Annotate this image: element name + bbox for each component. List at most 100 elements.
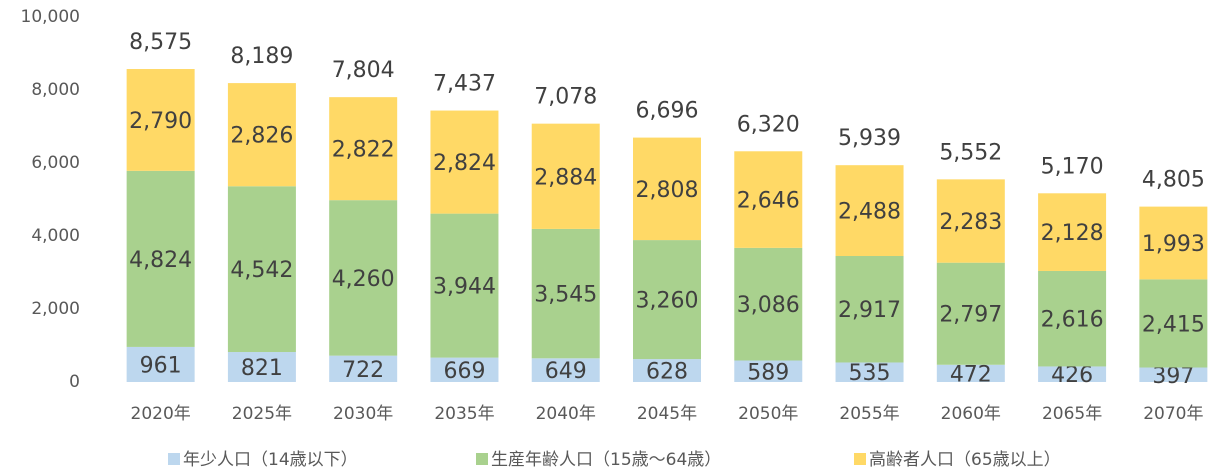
- x-tick-label: 2020年: [131, 404, 191, 424]
- legend-label: 生産年齢人口（15歳～64歳）: [491, 450, 721, 470]
- total-label: 5,939: [838, 126, 901, 151]
- value-label: 4,260: [332, 267, 395, 292]
- value-label: 535: [849, 361, 891, 386]
- value-label: 3,944: [433, 275, 496, 300]
- x-tick-label: 2040年: [536, 404, 596, 424]
- bar-segment: [734, 151, 803, 248]
- total-label: 7,804: [332, 58, 395, 83]
- value-label: 472: [950, 362, 992, 387]
- value-label: 2,917: [838, 298, 901, 323]
- value-label: 2,797: [939, 303, 1002, 328]
- bar-segment: [1038, 270, 1107, 367]
- bar-segment: [430, 357, 499, 382]
- bar-segment: [1038, 366, 1107, 382]
- value-label: 821: [241, 356, 283, 381]
- value-label: 669: [443, 359, 485, 384]
- value-label: 1,993: [1142, 232, 1205, 257]
- bar-segment: [126, 346, 195, 382]
- value-label: 2,415: [1142, 312, 1205, 337]
- bar-segment: [329, 200, 398, 356]
- bar-segment: [936, 262, 1005, 365]
- value-label: 4,542: [230, 258, 293, 283]
- x-tick-label: 2030年: [333, 404, 393, 424]
- value-label: 4,824: [129, 248, 192, 273]
- y-tick-label: 0: [69, 372, 80, 392]
- bar-segment: [227, 83, 296, 187]
- value-label: 2,790: [129, 109, 192, 134]
- value-label: 2,646: [737, 189, 800, 214]
- value-label: 628: [646, 360, 688, 385]
- value-label: 2,488: [838, 200, 901, 225]
- bar-segment: [734, 247, 803, 361]
- x-tick-label: 2045年: [637, 404, 697, 424]
- x-tick-label: 2070年: [1143, 404, 1203, 424]
- total-label: 4,805: [1142, 168, 1205, 193]
- bar-segment: [329, 355, 398, 382]
- total-label: 7,078: [534, 85, 597, 110]
- bar-segment: [835, 165, 904, 257]
- y-tick-label: 4,000: [31, 226, 80, 246]
- legend-swatch: [168, 453, 180, 465]
- bar-segment: [633, 240, 701, 360]
- bar-segment: [531, 123, 600, 229]
- bar-segment: [126, 170, 195, 347]
- total-label: 8,575: [129, 30, 192, 55]
- value-label: 2,616: [1041, 308, 1104, 333]
- total-label: 6,320: [737, 112, 800, 137]
- bar-segment: [1139, 279, 1208, 368]
- value-label: 2,128: [1041, 221, 1104, 246]
- bar-segment: [329, 97, 398, 201]
- y-tick-label: 10,000: [21, 7, 80, 27]
- total-label: 7,437: [433, 72, 496, 97]
- value-label: 3,545: [534, 283, 597, 308]
- legend-swatch: [476, 453, 488, 465]
- total-label: 8,189: [230, 44, 293, 69]
- value-label: 649: [545, 359, 587, 384]
- x-tick-label: 2025年: [232, 404, 292, 424]
- total-label: 5,552: [939, 140, 1002, 165]
- bar-segment: [633, 359, 701, 382]
- bar-segment: [126, 69, 195, 171]
- value-label: 426: [1051, 363, 1093, 388]
- value-label: 397: [1152, 364, 1194, 389]
- y-tick-label: 2,000: [31, 299, 80, 319]
- bar-segment: [1038, 193, 1107, 271]
- bar-segment: [1139, 367, 1208, 382]
- total-label: 6,696: [636, 99, 699, 124]
- x-tick-label: 2060年: [941, 404, 1001, 424]
- bar-segment: [936, 179, 1005, 263]
- bar-segment: [430, 213, 499, 358]
- value-label: 2,884: [534, 165, 597, 190]
- bar-segment: [531, 228, 600, 359]
- bar-segment: [734, 360, 803, 382]
- legend-label: 年少人口（14歳以下）: [183, 450, 358, 470]
- legend-swatch: [854, 453, 866, 465]
- total-label: 5,170: [1041, 154, 1104, 179]
- value-label: 589: [747, 360, 789, 385]
- legend-label: 高齢者人口（65歳以上）: [869, 450, 1061, 470]
- x-tick-label: 2035年: [434, 404, 494, 424]
- value-label: 722: [342, 358, 384, 383]
- bar-segment: [227, 352, 296, 382]
- bar-segment: [835, 256, 904, 363]
- value-label: 3,086: [737, 293, 800, 318]
- value-label: 3,260: [636, 289, 699, 314]
- value-label: 2,822: [332, 138, 395, 163]
- bar-segment: [936, 364, 1005, 382]
- bar-segment: [531, 358, 600, 382]
- bar-segment: [835, 362, 904, 382]
- value-label: 2,824: [433, 151, 496, 176]
- value-label: 961: [140, 353, 182, 378]
- x-tick-label: 2050年: [738, 404, 798, 424]
- y-tick-label: 8,000: [31, 80, 80, 100]
- x-tick-label: 2065年: [1042, 404, 1102, 424]
- y-tick-label: 6,000: [31, 153, 80, 173]
- bar-segment: [227, 186, 296, 353]
- bar-segment: [633, 137, 701, 241]
- bar-segment: [430, 110, 499, 214]
- value-label: 2,808: [636, 178, 699, 203]
- value-label: 2,283: [939, 210, 1002, 235]
- value-label: 2,826: [230, 124, 293, 149]
